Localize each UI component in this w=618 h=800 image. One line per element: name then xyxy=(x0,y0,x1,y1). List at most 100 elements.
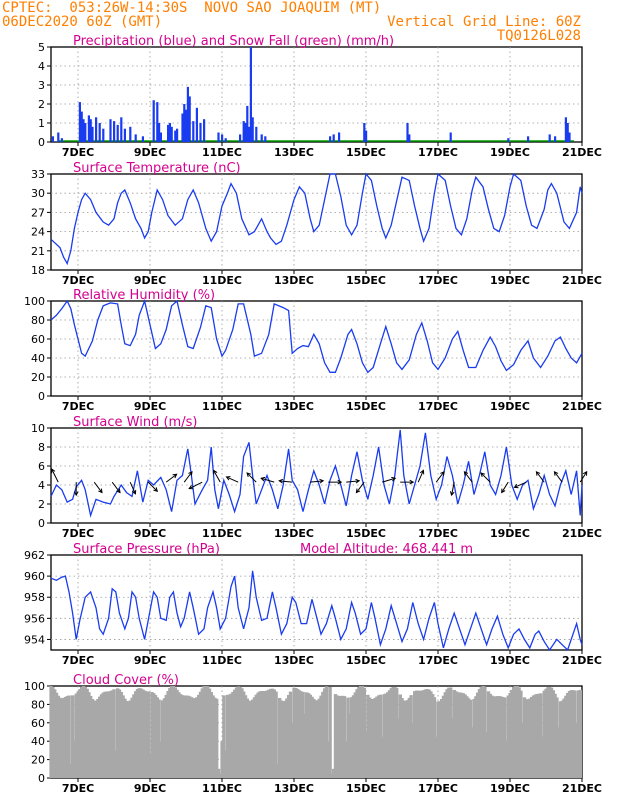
cloud-bar xyxy=(456,692,460,778)
cloud-bar xyxy=(256,692,260,778)
cloud-bar xyxy=(384,693,388,778)
cloud-bar xyxy=(405,700,410,778)
cloud-bar xyxy=(130,697,134,778)
panel-5-xtick-label: 19DEC xyxy=(490,782,530,795)
cloud-bar xyxy=(429,691,433,778)
header-location: CPTEC: 053:26W-14:30S NOVO SAO JOAQUIM (… xyxy=(2,0,382,16)
panel-2-xtick-label: 19DEC xyxy=(490,400,530,413)
precip-bar xyxy=(264,136,267,142)
cloud-bar xyxy=(567,691,572,778)
cloud-bar xyxy=(202,686,206,778)
panel-2-title: Relative Humidity (%) xyxy=(73,288,215,303)
cloud-bar xyxy=(377,695,381,778)
cloud-bar xyxy=(539,693,543,778)
cloud-bar xyxy=(189,697,194,778)
cloud-bar xyxy=(443,692,447,778)
cloud-bar xyxy=(321,691,325,778)
precip-bar xyxy=(156,102,159,142)
wind-arrow xyxy=(501,481,509,493)
precip-bar xyxy=(57,132,60,142)
precip-bar xyxy=(365,130,368,142)
panel-4-xtick-label: 15DEC xyxy=(346,654,386,667)
cloud-bar xyxy=(209,692,213,778)
cloud-bar xyxy=(220,741,224,778)
panel-4-xtick-label: 21DEC xyxy=(562,654,602,667)
cloud-bar xyxy=(459,692,464,778)
panel-1-xtick-label: 17DEC xyxy=(418,274,458,287)
cloud-bar xyxy=(508,692,512,778)
cloud-bar xyxy=(141,689,145,778)
panel-2-frame xyxy=(50,300,583,397)
panel-3-xtick-label: 11DEC xyxy=(202,527,242,540)
cloud-bar xyxy=(420,690,424,778)
cloud-bar xyxy=(261,691,266,778)
precip-bar xyxy=(248,126,251,142)
cloud-bar xyxy=(470,727,474,778)
cloud-bar xyxy=(152,693,156,778)
cloud-bar xyxy=(53,689,57,778)
precip-bar xyxy=(242,121,245,142)
cloud-bar xyxy=(90,699,95,778)
panel-4-ytick-label: 954 xyxy=(24,633,45,646)
wind-arrow xyxy=(165,473,177,483)
cloud-bar xyxy=(215,698,219,778)
panel-4-subtitle: Model Altitude: 468.441 m xyxy=(300,542,473,557)
cloud-bar xyxy=(116,688,120,778)
precip-bar xyxy=(183,104,186,142)
cloud-bar xyxy=(348,713,352,778)
cloud-bar xyxy=(371,699,375,778)
panel-2-ytick-label: 60 xyxy=(31,333,45,346)
precip-bar xyxy=(449,132,452,142)
cloud-bar xyxy=(184,695,188,778)
precip-bar xyxy=(192,121,195,142)
cloud-bar xyxy=(544,688,548,778)
cloud-bar xyxy=(375,696,379,778)
cloud-bar xyxy=(132,694,136,778)
panel-3-ytick-label: 8 xyxy=(38,441,45,454)
cloud-bar xyxy=(150,691,154,778)
precip-bar xyxy=(255,126,258,142)
wind-arrowhead xyxy=(172,473,178,479)
cloud-bar xyxy=(422,690,426,778)
cloud-bar xyxy=(342,696,347,778)
panel-3-ytick-label: 10 xyxy=(31,422,45,435)
cloud-bar xyxy=(560,700,564,778)
wind-arrowhead xyxy=(337,479,343,485)
wind-arrow xyxy=(129,481,136,495)
cloud-bar xyxy=(472,698,476,778)
wind-arrowhead xyxy=(409,479,415,485)
cloud-bar xyxy=(288,691,293,778)
cloud-bar xyxy=(571,690,575,778)
cloud-bar xyxy=(526,699,530,778)
cloud-bar xyxy=(231,691,235,778)
panel-3-frame xyxy=(50,427,583,524)
cloud-bar xyxy=(449,687,453,778)
panel-3-xtick-label: 13DEC xyxy=(274,527,314,540)
panel-0-ytick-label: 1 xyxy=(38,117,45,130)
precip-bar xyxy=(406,123,409,142)
wind-arrow xyxy=(261,477,275,483)
cloud-bar xyxy=(476,692,480,778)
cloud-bar xyxy=(242,691,246,778)
wind-arrowhead xyxy=(391,476,397,482)
panel-4-xtick-label: 11DEC xyxy=(202,654,242,667)
cloud-bar xyxy=(483,686,487,778)
precip-bar xyxy=(221,134,224,142)
cloud-bar xyxy=(423,689,428,778)
cloud-bar xyxy=(182,695,186,778)
panel-4-xtick-label: 9DEC xyxy=(134,654,166,667)
cloud-bar xyxy=(303,713,307,778)
panel-4-ytick-label: 958 xyxy=(24,591,45,604)
panel-0-ytick-label: 4 xyxy=(38,60,45,73)
cloud-bar xyxy=(301,691,305,778)
cloud-bar xyxy=(310,696,314,778)
cloud-bar xyxy=(474,696,478,778)
panel-1-ytick-label: 18 xyxy=(31,264,45,277)
wind-arrow xyxy=(417,470,424,483)
cloud-bar xyxy=(398,694,402,778)
cloud-bar xyxy=(72,741,77,778)
cloud-bar xyxy=(191,698,195,778)
panel-5-xtick-label: 7DEC xyxy=(62,782,94,795)
cloud-bar xyxy=(62,697,66,778)
panel-3-ytick-label: 2 xyxy=(38,498,45,511)
